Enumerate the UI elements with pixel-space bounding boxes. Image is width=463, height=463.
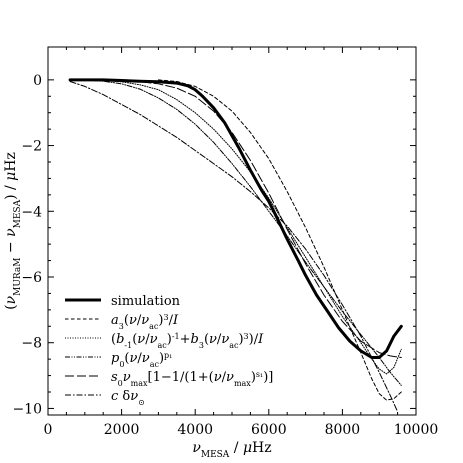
x-tick-label: 4000: [177, 422, 213, 438]
x-tick-label: 10000: [394, 422, 439, 438]
x-tick-label: 8000: [325, 422, 361, 438]
series-line-2: [69, 79, 402, 375]
axis-tick-labels: 0 2000 4000 6000 8000 10000 0 −2 −4 −6 −8 −10: [12, 73, 438, 438]
y-tick-label: −10: [12, 401, 42, 417]
series-line-0: [68, 78, 403, 359]
legend-label-4: s0νmax[1−1/(1+(ν/νmax)s₁)]: [111, 370, 273, 388]
y-tick-label: −2: [21, 139, 42, 155]
x-tick-label: 0: [44, 422, 53, 438]
plot-area: [68, 78, 403, 413]
y-tick-label: 0: [33, 73, 42, 89]
series-line-1: [157, 79, 402, 401]
legend-label-5: c δν⊙: [111, 389, 145, 407]
legend-label-1: a3(ν/νac)3/I: [111, 313, 179, 331]
series-line-5: [69, 81, 399, 413]
x-axis-label: νMESA / μHz: [192, 440, 271, 460]
y-tick-label: −4: [21, 204, 42, 220]
y-tick-label: −8: [21, 336, 42, 352]
x-tick-label: 2000: [104, 422, 140, 438]
x-tick-label: 6000: [251, 422, 287, 438]
axis-ticks: [47, 47, 417, 415]
legend-label-0: simulation: [111, 294, 181, 309]
y-axis-label: (νMURaM − νMESA) / μHz: [3, 152, 23, 310]
plot-frame: [47, 46, 417, 416]
y-tick-label: −6: [21, 270, 42, 286]
legend-label-2: (b-1(ν/νac)-1+b3(ν/νac)3)/I: [111, 332, 264, 350]
legend-label-3: p0(ν/νac)p₁: [111, 351, 172, 369]
series-line-4: [69, 79, 402, 358]
legend: simulation a3(ν/νac)3/I(b-1(ν/νac)-1+b3(ν…: [65, 294, 273, 407]
